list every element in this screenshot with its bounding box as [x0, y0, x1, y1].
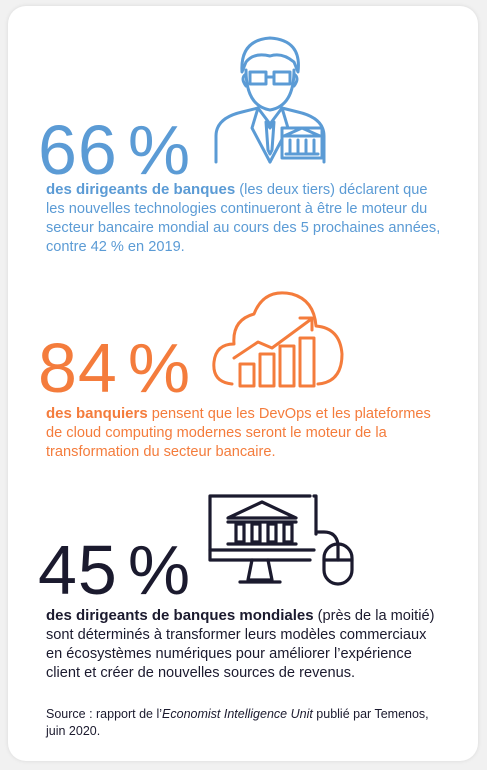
stat-text: (les deux tiers) déclarent que les nouve… [46, 182, 441, 255]
source-note: Source : rapport de l’Economist Intellig… [46, 706, 446, 740]
source-suffix: publié par Temenos, juin 2020. [46, 707, 429, 738]
source-prefix: Source : rapport de l’ [46, 707, 163, 721]
stat-lead: des dirigeants de banques mondiales [46, 607, 314, 624]
stat-value: 66 [38, 111, 118, 189]
stat-lead: des dirigeants de banques [46, 181, 236, 198]
infographic-card [8, 6, 478, 761]
source-publication: Economist Intelligence Unit [162, 707, 313, 721]
stat-45-description: des dirigeants de banques mondiales (prè… [46, 606, 446, 683]
stat-text: (près de la moitié) sont déterminés à tr… [46, 608, 435, 681]
online-bank-icon [206, 494, 356, 595]
stat-66-value: 66% [38, 115, 191, 185]
stat-value: 45 [38, 531, 118, 609]
stat-text: pensent que les DevOps et les plateforme… [46, 406, 431, 460]
stat-66-description: des dirigeants de banques (les deux tier… [46, 180, 446, 257]
stat-84-description: des banquiers pensent que les DevOps et … [46, 404, 446, 462]
percent-sign: % [127, 329, 192, 407]
stat-45-value: 45% [38, 535, 191, 605]
stat-84-value: 84% [38, 333, 191, 403]
stat-lead: des banquiers [46, 405, 148, 422]
stat-value: 84 [38, 329, 118, 407]
percent-sign: % [127, 531, 192, 609]
cloud-growth-chart-icon [210, 284, 350, 395]
banker-icon [212, 32, 328, 169]
percent-sign: % [127, 111, 192, 189]
